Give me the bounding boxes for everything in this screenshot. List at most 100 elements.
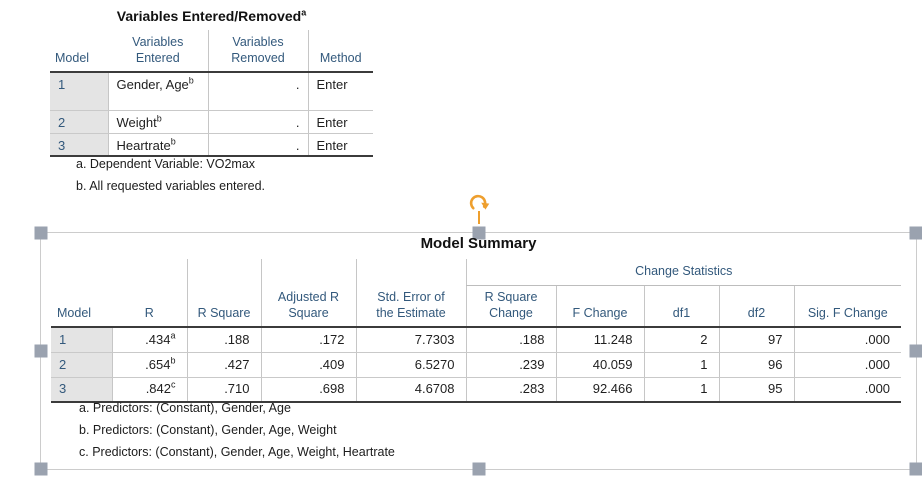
column-header-row: R Square Change F Change df1 df2 Sig. F … bbox=[51, 285, 902, 328]
r-cell: .434a bbox=[111, 327, 187, 353]
table-row: 2 Weightb . Enter bbox=[50, 110, 373, 134]
r-cell: .842c bbox=[111, 377, 187, 403]
std-error-cell: 4.6708 bbox=[355, 377, 466, 403]
r-cell: .654b bbox=[111, 352, 187, 378]
table-row: 1 Gender, Ageb . Enter bbox=[50, 72, 373, 111]
column-header-f-change: F Change bbox=[555, 285, 644, 328]
resize-handle-middle-left[interactable] bbox=[34, 344, 48, 358]
method-cell: Enter bbox=[307, 133, 373, 158]
sig-f-change-cell: .000 bbox=[793, 352, 902, 378]
column-header-sig-f-change: Sig. F Change bbox=[793, 285, 902, 328]
variables-entered-cell: Heartrateb bbox=[107, 133, 208, 158]
adjusted-r-square-cell: .409 bbox=[260, 352, 356, 378]
variables-table-title: Variables Entered/Removeda bbox=[50, 8, 373, 24]
f-change-cell: 92.466 bbox=[555, 377, 644, 403]
sig-f-change-cell: .000 bbox=[793, 327, 902, 353]
entered-value: Heartrate bbox=[116, 137, 171, 153]
adjusted-r-square-cell: .698 bbox=[260, 377, 356, 403]
adjusted-r-square-cell: .172 bbox=[260, 327, 356, 353]
column-header-model: Model bbox=[51, 259, 112, 328]
column-header-df2: df2 bbox=[718, 285, 794, 328]
variables-table-title-superscript: a bbox=[301, 7, 307, 18]
df1-cell: 2 bbox=[643, 327, 719, 353]
r-square-change-cell: .188 bbox=[465, 327, 556, 353]
model-number-cell: 2 bbox=[50, 110, 108, 134]
model-number-cell: 1 bbox=[50, 72, 108, 111]
column-header-model: Model bbox=[50, 30, 108, 73]
r-square-cell: .188 bbox=[186, 327, 261, 353]
footnote-b: b. Predictors: (Constant), Gender, Age, … bbox=[79, 423, 337, 437]
column-header-df1: df1 bbox=[643, 285, 719, 328]
std-error-cell: 7.7303 bbox=[355, 327, 466, 353]
r-value: .842 bbox=[145, 381, 171, 397]
df2-cell: 97 bbox=[718, 327, 794, 353]
variables-entered-removed-table[interactable]: Model Variables Entered Variables Remove… bbox=[50, 30, 373, 158]
r-value: .654 bbox=[145, 356, 171, 372]
r-superscript: b bbox=[170, 355, 176, 366]
r-superscript: a bbox=[170, 330, 176, 341]
rotate-handle[interactable] bbox=[467, 193, 491, 236]
model-number-cell: 2 bbox=[51, 352, 112, 378]
df1-cell: 1 bbox=[643, 352, 719, 378]
std-error-cell: 6.5270 bbox=[355, 352, 466, 378]
df2-cell: 95 bbox=[718, 377, 794, 403]
r-value: .434 bbox=[145, 331, 171, 347]
column-header-std-error: Std. Error of the Estimate bbox=[355, 259, 466, 328]
table-row: 2 .654b .427 .409 6.5270 .239 40.059 1 9… bbox=[51, 352, 902, 378]
footnote-b: b. All requested variables entered. bbox=[76, 179, 266, 193]
df1-cell: 1 bbox=[643, 377, 719, 403]
entered-superscript: b bbox=[188, 75, 194, 86]
variables-removed-cell: . bbox=[207, 72, 308, 111]
column-header-method: Method bbox=[307, 30, 373, 73]
model-number-cell: 3 bbox=[51, 377, 112, 403]
rotate-icon bbox=[469, 194, 489, 224]
spanner-header-row: Model R R Square Adjusted R Square Std. … bbox=[51, 259, 902, 328]
column-header-adjusted-r-square: Adjusted R Square bbox=[260, 259, 356, 328]
resize-handle-top-middle[interactable] bbox=[472, 226, 485, 240]
method-cell: Enter bbox=[307, 110, 373, 134]
entered-value: Gender, Age bbox=[116, 77, 189, 92]
resize-handle-bottom-left[interactable] bbox=[34, 462, 48, 476]
model-number-cell: 1 bbox=[51, 327, 112, 353]
column-header-r-square: R Square bbox=[186, 259, 261, 328]
column-header-r: R bbox=[112, 259, 187, 328]
model-summary-selected-object[interactable]: Model Summary Model R R Square Adjusted … bbox=[34, 194, 922, 476]
f-change-cell: 40.059 bbox=[555, 352, 644, 378]
method-cell: Enter bbox=[307, 72, 373, 111]
footnote-a: a. Predictors: (Constant), Gender, Age bbox=[79, 401, 291, 415]
variables-entered-cell: Gender, Ageb bbox=[107, 72, 208, 111]
variables-table-header-row: Model Variables Entered Variables Remove… bbox=[50, 30, 373, 73]
column-header-variables-removed: Variables Removed bbox=[207, 30, 308, 73]
spanner-change-statistics: Change Statistics bbox=[465, 259, 902, 286]
entered-superscript: b bbox=[156, 113, 162, 124]
table-row: 3 Heartrateb . Enter bbox=[50, 133, 373, 158]
column-header-variables-entered: Variables Entered bbox=[108, 30, 208, 73]
r-square-change-cell: .239 bbox=[465, 352, 556, 378]
r-square-cell: .710 bbox=[186, 377, 261, 403]
r-square-change-cell: .283 bbox=[465, 377, 556, 403]
table-row: 3 .842c .710 .698 4.6708 .283 92.466 1 9… bbox=[51, 377, 902, 403]
f-change-cell: 11.248 bbox=[555, 327, 644, 353]
model-summary-title: Model Summary bbox=[420, 235, 537, 252]
df2-cell: 96 bbox=[718, 352, 794, 378]
footnote-a: a. Dependent Variable: VO2max bbox=[76, 157, 256, 171]
column-header-r-square-change: R Square Change bbox=[465, 285, 556, 328]
r-square-cell: .427 bbox=[186, 352, 261, 378]
table-row: 1 .434a .188 .172 7.7303 .188 11.248 2 9… bbox=[51, 327, 902, 353]
model-number-cell: 3 bbox=[50, 133, 108, 158]
resize-handle-top-left[interactable] bbox=[34, 226, 48, 240]
variables-removed-cell: . bbox=[207, 110, 308, 134]
variables-removed-cell: . bbox=[207, 133, 308, 158]
resize-handle-middle-right[interactable] bbox=[909, 344, 922, 358]
variables-table-title-text: Variables Entered/Removed bbox=[116, 8, 302, 24]
entered-value: Weight bbox=[116, 114, 157, 130]
sig-f-change-cell: .000 bbox=[793, 377, 902, 403]
entered-superscript: b bbox=[170, 136, 176, 147]
resize-handle-bottom-middle[interactable] bbox=[472, 462, 485, 476]
model-summary-table[interactable]: Model R R Square Adjusted R Square Std. … bbox=[51, 259, 902, 403]
resize-handle-bottom-right[interactable] bbox=[909, 462, 922, 476]
r-superscript: c bbox=[171, 380, 176, 391]
resize-handle-top-right[interactable] bbox=[909, 226, 922, 240]
footnote-c: c. Predictors: (Constant), Gender, Age, … bbox=[79, 445, 395, 459]
